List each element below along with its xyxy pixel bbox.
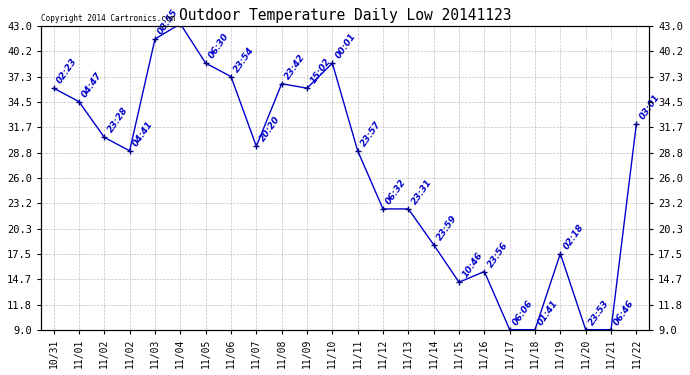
Text: 02:18: 02:18 (562, 222, 586, 251)
Text: 23:57: 23:57 (359, 119, 383, 148)
Text: 00:01: 00:01 (334, 32, 357, 60)
Text: 20:20: 20:20 (257, 115, 282, 144)
Text: 23:56: 23:56 (486, 240, 509, 269)
Text: 01:41: 01:41 (536, 298, 560, 327)
Text: 03:01: 03:01 (638, 93, 662, 121)
Text: 23:59: 23:59 (435, 213, 459, 242)
Text: 23:28: 23:28 (106, 106, 130, 135)
Text: 04:47: 04:47 (80, 70, 104, 99)
Text: 02:23: 02:23 (55, 57, 79, 86)
Text: 23:32: 23:32 (0, 374, 1, 375)
Text: 06:32: 06:32 (384, 177, 408, 206)
Title: Outdoor Temperature Daily Low 20141123: Outdoor Temperature Daily Low 20141123 (179, 8, 511, 23)
Text: 10:46: 10:46 (460, 251, 484, 279)
Text: 23:53: 23:53 (587, 298, 611, 327)
Text: 15:02: 15:02 (308, 57, 332, 86)
Text: 23:31: 23:31 (410, 177, 433, 206)
Text: Copyright 2014 Cartronics.com: Copyright 2014 Cartronics.com (41, 13, 175, 22)
Text: 04:41: 04:41 (131, 119, 155, 148)
Text: 06:30: 06:30 (207, 32, 231, 60)
Text: 06:46: 06:46 (613, 298, 636, 327)
Text: 06:06: 06:06 (511, 298, 535, 327)
Text: 23:42: 23:42 (283, 53, 307, 81)
Text: 23:54: 23:54 (233, 45, 256, 74)
Text: 08:55: 08:55 (157, 8, 180, 36)
